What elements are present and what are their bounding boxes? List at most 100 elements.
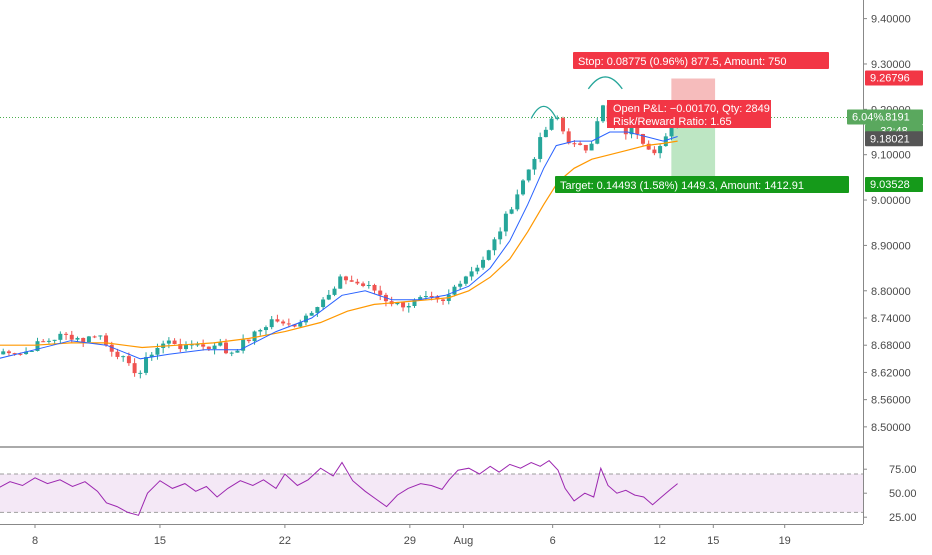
candle-body [366,284,371,286]
target-price-badge[interactable] [865,177,923,193]
target-price-badge-text: 9.03528 [870,179,910,191]
candle-body [64,333,69,335]
candle-body [418,297,423,300]
candle-body [121,356,126,358]
change-percent-badge[interactable] [847,109,883,125]
pnl-text: Open P&L: −0.00170, Qty: 2849 [613,103,770,115]
candle-body [241,339,246,351]
candle-body [269,319,274,328]
candle-body [669,127,674,137]
candle-body [458,283,463,287]
time-tick-label: 29 [404,535,416,547]
candle-body [132,363,137,374]
candle-body [492,239,497,251]
candle-body [223,342,228,354]
target-label-text: Target: 0.14493 (1.58%) 1449.3, Amount: … [560,180,804,192]
left-shoulder-arc[interactable] [530,105,557,119]
price-tick-label: 9.10000 [871,150,911,162]
candle-body [509,209,514,214]
take-profit-zone[interactable] [671,118,716,185]
candle-body [423,296,428,298]
candle-body [589,143,594,151]
position-info-box[interactable] [607,100,771,128]
candle-body [355,281,360,284]
head-arc[interactable] [587,76,623,90]
candle-body [1,351,6,355]
time-tick-label: 15 [707,535,719,547]
candle-body [281,321,286,324]
candle-body [338,276,343,289]
candle-body [195,344,200,346]
target-label[interactable] [555,176,849,193]
candle-body [435,296,440,300]
stop-price-badge[interactable] [865,70,923,86]
rsi-tick-label: 75.00 [889,464,917,476]
candle-body [6,351,11,354]
candle-body [532,158,537,170]
candle-body [155,347,160,355]
candle-body [635,126,640,134]
candle-body [406,305,411,308]
price-tick-label: 9.30000 [871,59,911,71]
candle-body [201,344,206,347]
candle-body [115,351,120,357]
candle-body [652,149,657,154]
candle-body [35,341,40,351]
candle-body [543,129,548,138]
candle-body [286,323,291,325]
candle-body [69,334,74,340]
candle-body [463,276,468,284]
candle-body [29,350,34,352]
candle-body [149,354,154,358]
candle-body [401,302,406,308]
price-tick-label: 9.40000 [871,14,911,26]
candle-body [629,126,634,135]
candle-body [258,330,263,332]
candle-body [98,335,103,337]
candle-body [561,118,566,132]
candle-body [229,352,234,354]
candle-body [503,213,508,232]
candle-body [189,344,194,346]
price-tick-label: 8.74000 [871,313,911,325]
candle-body [81,337,86,343]
candle-body [521,180,526,195]
candle-body [481,259,486,268]
candle-body [109,344,114,352]
rsi-band-fill [0,474,863,513]
candle-body [12,353,17,355]
price-tick-label: 8.56000 [871,395,911,407]
candle-body [86,336,91,343]
candle-body [663,136,668,147]
candle-body [303,315,308,323]
candle-body [252,331,257,342]
candle-body [46,340,51,342]
price-tick-label: 8.62000 [871,367,911,379]
candle-body [166,340,171,344]
candle-body [600,105,605,122]
stop-label[interactable] [573,52,829,69]
candle-body [178,344,183,350]
candle-body [583,144,588,151]
candle-body [332,288,337,295]
candle-body [566,131,571,144]
candle-body [75,337,80,340]
candle-body [646,143,651,150]
price-tick-label: 8.50000 [871,422,911,434]
candle-body [378,290,383,295]
time-tick-label: Aug [454,535,474,547]
candle-body [184,344,189,350]
candle-body [326,294,331,300]
rsi-tick-label: 50.00 [889,488,917,500]
candle-body [246,339,251,342]
time-tick-label: 12 [654,535,666,547]
prev-price-badge[interactable] [865,131,923,147]
candle-body [275,319,280,322]
candle-body [315,307,320,313]
candle-body [343,276,348,281]
rsi-tick-label: 25.00 [889,512,917,524]
candle-body [126,356,131,364]
